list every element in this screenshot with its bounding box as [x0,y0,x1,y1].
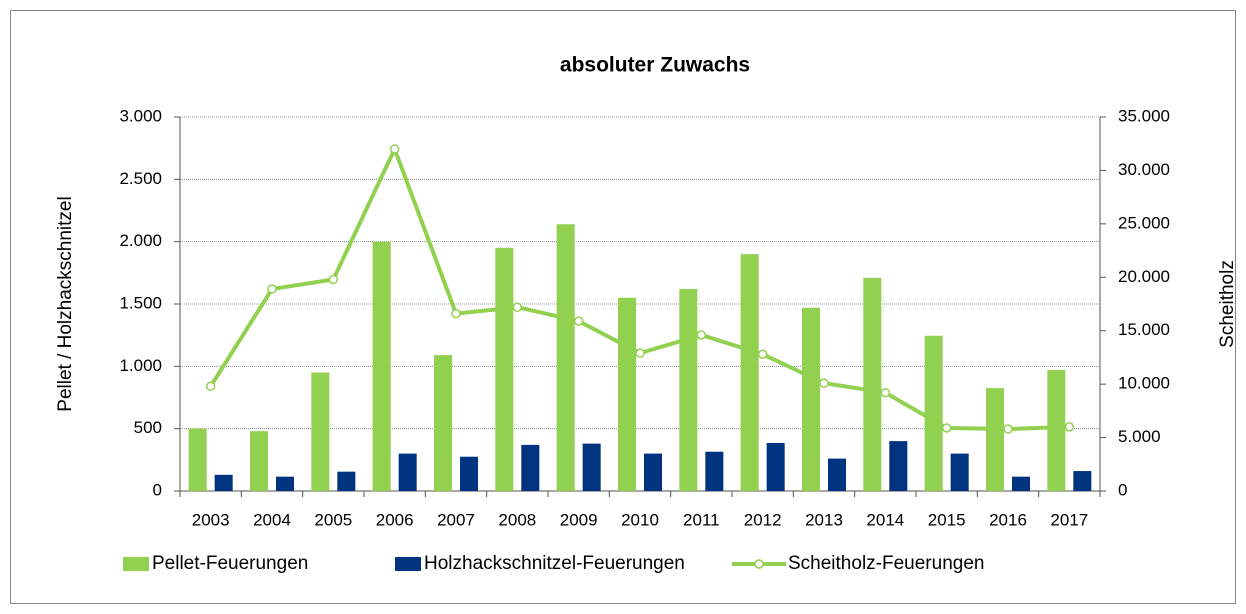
x-tick-label: 2005 [314,510,352,529]
x-tick-label: 2003 [192,510,230,529]
line-point [941,423,952,433]
x-tick-label: 2014 [866,510,904,529]
line-point [573,316,584,326]
legend-label: Holzhackschnitzel-Feuerungen [424,553,685,574]
bar [250,431,268,491]
line-point [267,284,277,294]
x-tick-label: 2009 [560,510,598,529]
bar [276,476,294,491]
y2-tick-label: 20.000 [1118,267,1170,286]
y2-tick-label: 15.000 [1118,320,1170,339]
bar [740,254,759,491]
line-point [205,381,216,392]
bar [889,441,908,491]
x-tick-label: 2007 [437,510,475,529]
x-tick-label: 2010 [621,510,659,529]
bar [863,277,882,491]
y-tick-label: 1.500 [119,293,162,312]
line-point [696,330,707,340]
bar [1073,471,1092,491]
x-tick-label: 2011 [683,510,720,529]
legend-label: Scheitholz-Feuerungen [788,553,984,574]
legend-swatch [754,559,764,569]
bar [705,451,724,491]
x-tick-label: 2008 [498,510,536,529]
y2-tick-label: 25.000 [1118,213,1170,232]
y-axis-label: Pellet / Holzhackschnitzel [55,196,76,411]
bar [986,388,1004,491]
y-tick-label: 0 [153,480,162,499]
bar [311,372,330,491]
bar [495,247,514,491]
line-point [512,302,523,312]
bar [372,241,391,491]
x-tick-label: 2006 [376,510,414,529]
bar [337,471,356,491]
y2-tick-label: 10.000 [1118,374,1170,393]
bar [398,453,417,491]
x-tick-label: 2004 [253,510,291,529]
legend-swatch [123,557,149,571]
bar [188,428,207,491]
line-point [757,349,768,359]
bar [802,307,820,491]
chart-title: absoluter Zuwachs [560,54,750,77]
y2-tick-label: 0 [1118,480,1127,499]
y2-tick-label: 5.000 [1118,427,1161,446]
line-point [1003,424,1013,434]
bar [556,224,575,492]
bar [618,297,636,491]
bar [950,453,969,491]
legend-swatch [395,557,421,571]
y-tick-label: 1.000 [119,356,162,375]
bar [1047,370,1066,491]
bar [679,289,698,491]
line-point [819,378,829,388]
line-point [328,274,339,285]
y-tick-label: 3.000 [119,106,162,125]
x-tick-label: 2015 [928,510,966,529]
bar [214,474,233,491]
bar [460,456,478,491]
line-point [389,144,400,154]
bar [766,443,785,491]
line-point [880,387,891,398]
y2-axis-label: Scheitholz [1217,260,1238,348]
bar [434,355,452,491]
bar [644,453,662,491]
bar [924,335,943,491]
bar [582,443,601,491]
x-tick-label: 2013 [805,510,843,529]
line-point [1064,422,1075,432]
y-tick-label: 500 [134,418,162,437]
y-tick-label: 2.000 [119,231,162,250]
y-tick-label: 2.500 [119,169,162,188]
x-tick-label: 2012 [744,510,782,529]
x-tick-label: 2017 [1050,510,1088,529]
bar [828,458,846,491]
y2-tick-label: 30.000 [1118,160,1170,179]
line-point [451,308,461,319]
x-tick-label: 2016 [989,510,1027,529]
bar [1012,476,1030,491]
y2-tick-label: 35.000 [1118,106,1170,125]
legend-label: Pellet-Feuerungen [152,553,308,574]
line-point [635,348,645,358]
bar [521,444,540,491]
